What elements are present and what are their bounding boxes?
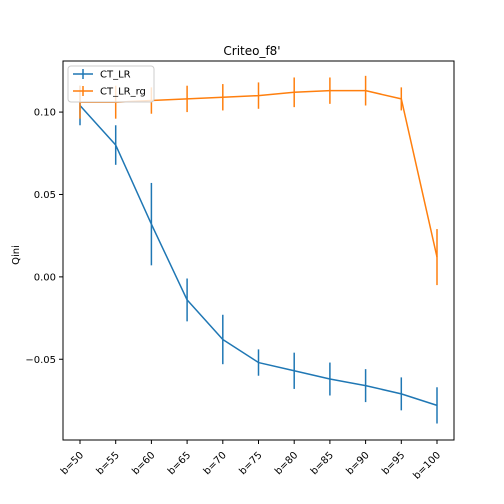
legend-label: CT_LR: [100, 70, 131, 81]
legend-label: CT_LR_rg: [100, 87, 146, 98]
y-tick-label: 0.10: [34, 108, 56, 119]
y-axis-label: Qini: [11, 245, 22, 265]
legend: CT_LR CT_LR_rg: [68, 66, 154, 102]
y-tick-label: 0.05: [34, 190, 56, 201]
y-tick-label: 0.00: [34, 272, 56, 283]
chart-title: Criteo_f8': [223, 44, 280, 58]
y-tick-label: −0.05: [25, 355, 56, 366]
